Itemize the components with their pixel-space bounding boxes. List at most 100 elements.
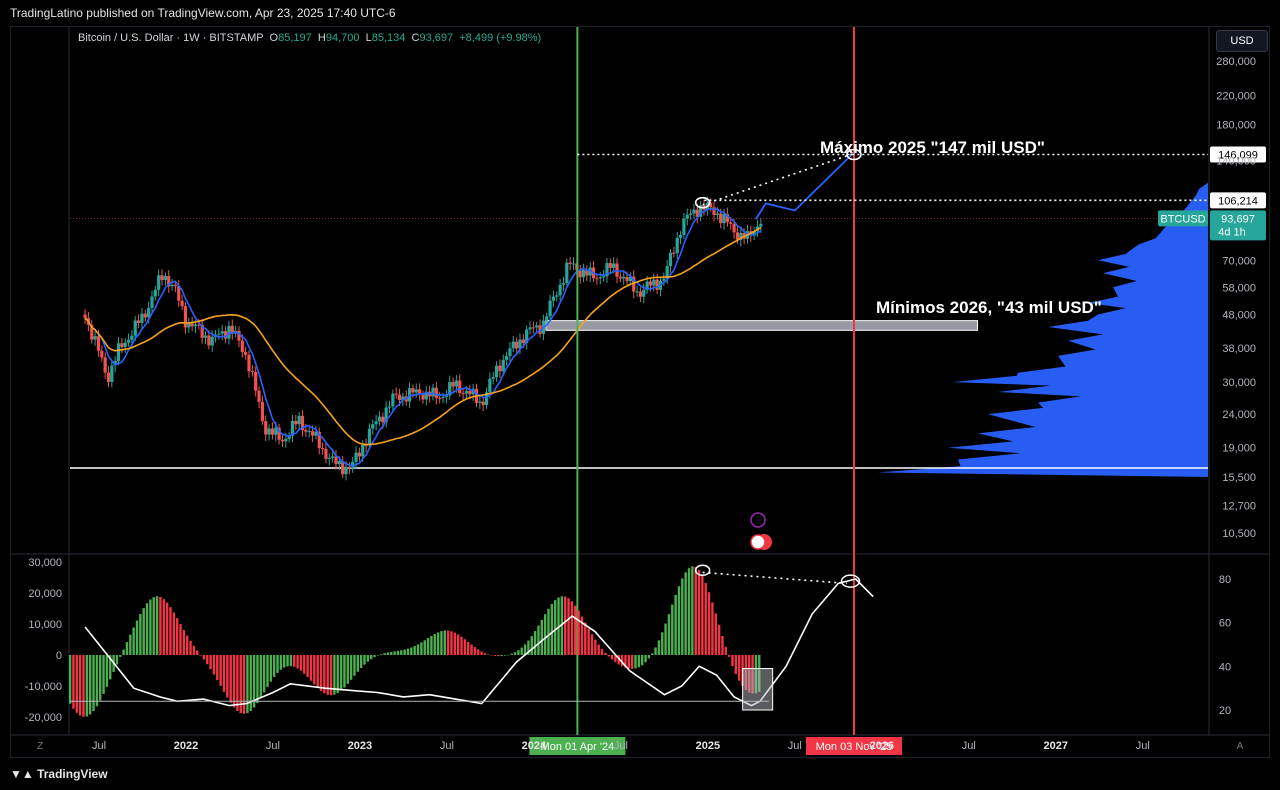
- osc-left-tick: 10,000: [28, 619, 62, 631]
- osc-histogram-bar: [403, 649, 406, 655]
- osc-histogram-bar: [681, 578, 684, 655]
- candle-body: [247, 354, 251, 372]
- osc-histogram-bar: [467, 641, 470, 655]
- osc-histogram-bar: [242, 655, 246, 714]
- candle-body: [558, 284, 562, 296]
- candle-body: [110, 365, 114, 383]
- osc-histogram-bar: [182, 629, 186, 655]
- high-value: 94,700: [325, 32, 360, 44]
- axis-auto-button: A: [1237, 741, 1244, 752]
- symbol-legend: Bitcoin / U.S. Dollar · 1W · BITSTAMP O8…: [78, 32, 541, 44]
- candle-body: [327, 457, 331, 459]
- candle-body: [735, 232, 740, 240]
- candle-body: [438, 397, 442, 399]
- candle-body: [468, 391, 472, 395]
- candle-body: [585, 270, 589, 276]
- candle-body: [645, 281, 649, 290]
- osc-histogram-bar: [687, 568, 691, 655]
- candle-body: [418, 389, 422, 395]
- candle-body: [565, 262, 569, 284]
- osc-histogram-bar: [266, 655, 269, 687]
- osc-histogram-bar: [105, 655, 109, 687]
- osc-target-circle: [840, 574, 861, 588]
- osc-histogram-bar: [152, 597, 155, 655]
- max-2025-annotation: Máximo 2025 "147 mil USD": [820, 138, 1045, 157]
- candle-body: [157, 275, 161, 290]
- osc-histogram-bar: [309, 655, 313, 681]
- candle-body: [414, 389, 418, 393]
- candle-body: [354, 452, 358, 462]
- time-tick-label: Jul: [92, 740, 106, 752]
- osc-histogram-bar: [487, 654, 490, 655]
- osc-histogram-bar: [346, 655, 349, 684]
- osc-histogram-bar: [366, 655, 370, 662]
- green-date-label: Mon 01 Apr '24: [541, 741, 615, 753]
- candle-body: [578, 270, 582, 278]
- candle-body: [244, 352, 248, 355]
- osc-histogram-bar: [446, 630, 450, 655]
- osc-histogram-bar: [731, 655, 734, 666]
- candle-body: [501, 359, 505, 372]
- osc-histogram-bar: [567, 598, 570, 655]
- osc-histogram-bar: [306, 655, 309, 678]
- tradingview-logo[interactable]: ▼▲: [10, 767, 38, 781]
- candle-body: [464, 391, 469, 394]
- osc-histogram-bar: [326, 655, 329, 695]
- price-tick-label: 15,500: [1222, 472, 1256, 484]
- time-tick-label: Jul: [266, 740, 280, 752]
- osc-histogram-bar: [654, 647, 657, 655]
- candle-body: [310, 431, 315, 436]
- osc-histogram-bar: [72, 655, 75, 709]
- candle-body: [183, 306, 188, 328]
- osc-histogram-bar: [376, 655, 380, 656]
- osc-histogram-bar: [540, 619, 544, 655]
- candle-body: [93, 336, 97, 340]
- time-tick-label: Jul: [1136, 740, 1150, 752]
- candle-body: [699, 205, 703, 217]
- currency-button[interactable]: USD: [1216, 30, 1268, 52]
- candle-body: [163, 276, 167, 281]
- osc-histogram-bar: [179, 624, 182, 655]
- osc-right-tick: 40: [1219, 661, 1231, 673]
- osc-histogram-bar: [272, 655, 276, 677]
- time-tick-label: 2027: [1044, 740, 1068, 752]
- osc-histogram-bar: [396, 650, 400, 655]
- osc-histogram-bar: [293, 655, 296, 667]
- candle-body: [538, 325, 542, 334]
- osc-histogram-bar: [413, 646, 416, 655]
- osc-histogram-bar: [192, 645, 196, 655]
- osc-trend-dotted: [702, 571, 848, 585]
- candle-body: [688, 213, 693, 215]
- low-label: L: [365, 32, 372, 44]
- candle-body: [140, 313, 144, 323]
- symbol-name: Bitcoin / U.S. Dollar · 1W · BITSTAMP: [78, 32, 264, 44]
- osc-histogram-bar: [570, 601, 574, 655]
- candle-body: [133, 320, 137, 336]
- candle-body: [96, 336, 101, 351]
- candle-body: [167, 276, 171, 287]
- osc-histogram-bar: [620, 655, 624, 667]
- candle-body: [729, 222, 733, 224]
- price-tick-label: 30,000: [1222, 377, 1256, 389]
- candle-body: [525, 329, 529, 344]
- candle-body: [200, 324, 204, 338]
- candle-body: [150, 296, 154, 308]
- candle-body: [337, 461, 341, 465]
- candle-body: [648, 281, 653, 286]
- osc-histogram-bar: [533, 631, 537, 655]
- osc-histogram-bar: [617, 655, 620, 665]
- candle-body: [434, 387, 438, 398]
- marker-146k-label: 146,099: [1218, 150, 1258, 162]
- candle-body: [632, 276, 636, 292]
- candle-body: [531, 327, 535, 329]
- osc-histogram-bar: [252, 655, 256, 708]
- osc-histogram-bar: [356, 655, 360, 672]
- btcusd-countdown-label: 4d 1h: [1218, 226, 1246, 238]
- candle-body: [177, 286, 181, 301]
- candle-body: [682, 218, 686, 235]
- grid-layer: [11, 27, 1269, 736]
- osc-histogram-bar: [383, 653, 386, 655]
- osc-histogram-bar: [734, 655, 738, 674]
- candle-body: [719, 213, 723, 224]
- osc-histogram-bar: [236, 655, 239, 711]
